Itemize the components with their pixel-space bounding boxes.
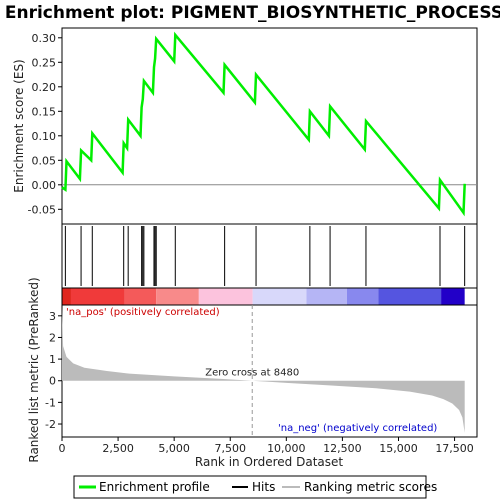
heatmap-band xyxy=(124,288,157,305)
hits-panel xyxy=(61,223,478,289)
es-y-tick-label: 0.20 xyxy=(32,81,57,94)
es-y-tick-label: 0.15 xyxy=(32,105,57,118)
es-y-tick-label: 0.30 xyxy=(32,32,57,45)
chart-title: Enrichment plot: PIGMENT_BIOSYNTHETIC_PR… xyxy=(5,3,500,23)
x-tick-label: 10,000 xyxy=(267,442,306,455)
es-y-tick-label: 0.00 xyxy=(32,179,57,192)
metric-y-axis-title: Ranked list metric (PreRanked) xyxy=(27,277,41,462)
heatmap-band xyxy=(198,288,253,305)
hits-frame xyxy=(61,223,478,289)
x-axis-title: Rank in Ordered Dataset xyxy=(195,455,343,469)
es-plot-frame xyxy=(61,27,478,225)
metric-y-tick-label: 0 xyxy=(49,375,56,388)
heatmap-band xyxy=(306,288,347,305)
metric-y-tick-label: 1 xyxy=(49,353,56,366)
legend-profile-label: Enrichment profile xyxy=(99,480,210,494)
legend-hits-label: Hits xyxy=(252,480,275,494)
negative-correlation-label: 'na_neg' (negatively correlated) xyxy=(278,423,437,434)
heatmap-band xyxy=(70,288,125,305)
hit-markers xyxy=(64,226,466,286)
legend-frame xyxy=(73,475,427,499)
x-axis: 0 2,500 5,000 7,500 10,000 12,500 15,000 17,500 xyxy=(59,437,474,455)
x-tick-label: 2,500 xyxy=(102,442,134,455)
es-y-tick-label: -0.05 xyxy=(28,203,56,216)
heatmap-band xyxy=(378,288,442,305)
x-tick-label: 5,000 xyxy=(158,442,190,455)
x-tick-label: 7,500 xyxy=(214,442,246,455)
x-tick-label: 17,500 xyxy=(435,442,474,455)
metric-y-tick-label: 3 xyxy=(49,310,56,323)
heatmap-band xyxy=(62,288,71,305)
es-y-ticks: -0.05 0.00 0.05 0.10 0.15 0.20 0.25 0.30 xyxy=(28,32,62,216)
heatmap-band xyxy=(346,288,379,305)
heatmap-band xyxy=(441,288,465,305)
x-tick-label: 15,000 xyxy=(379,442,418,455)
heatmap-bands xyxy=(62,288,465,305)
enrichment-score-panel: -0.05 0.00 0.05 0.10 0.15 0.20 0.25 0.30 xyxy=(28,27,478,225)
metric-y-ticks: -2 -1 0 1 2 3 xyxy=(45,310,62,431)
enrichment-profile-line xyxy=(61,31,466,217)
legend: Enrichment profile Hits Ranking metric s… xyxy=(73,475,437,499)
heatmap-band xyxy=(156,288,199,305)
es-y-tick-label: 0.05 xyxy=(32,154,57,167)
x-tick-label: 12,500 xyxy=(323,442,362,455)
metric-y-tick-label: -1 xyxy=(45,396,56,409)
rank-heatmap-bar xyxy=(61,287,478,306)
ranked-metric-panel: Zero cross at 8480 'na_pos' (positively … xyxy=(45,304,478,438)
es-y-tick-label: 0.10 xyxy=(32,130,57,143)
x-tick-label: 0 xyxy=(59,442,66,455)
zero-cross-label: Zero cross at 8480 xyxy=(205,368,299,379)
heatmap-band xyxy=(252,288,307,305)
es-y-tick-label: 0.25 xyxy=(32,56,57,69)
metric-y-tick-label: -2 xyxy=(45,418,56,431)
metric-plot-frame xyxy=(61,304,478,438)
metric-y-tick-label: 2 xyxy=(49,331,56,344)
legend-metric-label: Ranking metric scores xyxy=(304,480,437,494)
es-y-axis-title: Enrichment score (ES) xyxy=(12,59,26,192)
positive-correlation-label: 'na_pos' (positively correlated) xyxy=(66,307,220,318)
